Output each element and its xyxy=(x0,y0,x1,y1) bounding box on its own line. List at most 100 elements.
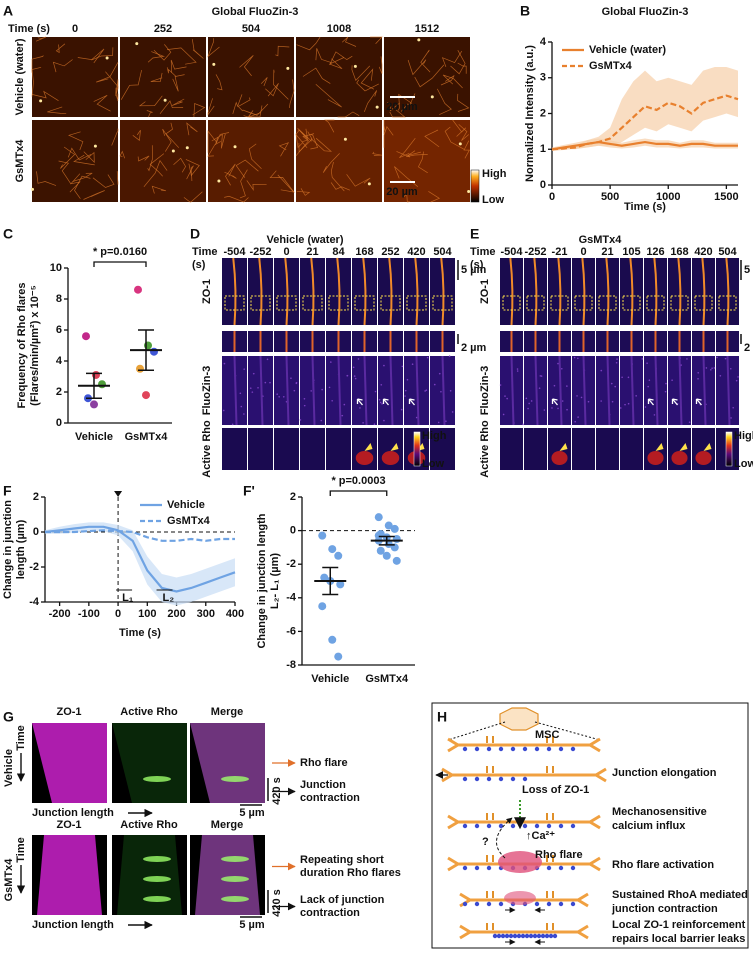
step-label: Junction elongation xyxy=(612,767,717,779)
junction xyxy=(533,257,538,326)
y-tick-label: -4 xyxy=(29,596,40,608)
note: Lack of junction xyxy=(300,894,385,906)
speckle xyxy=(539,375,542,377)
zo1 xyxy=(492,933,498,939)
x-tick-label: 200 xyxy=(167,608,185,620)
cell-edge xyxy=(444,126,465,150)
arrowhead xyxy=(679,443,688,451)
roi-box xyxy=(432,295,453,311)
cell-edge xyxy=(215,132,230,145)
cell-edge xyxy=(414,64,445,88)
row-label: GsMTx4 xyxy=(3,858,15,902)
time-value: -504 xyxy=(500,246,523,258)
speckle xyxy=(648,379,651,382)
legend-label: GsMTx4 xyxy=(167,515,211,527)
time-value: 1008 xyxy=(327,23,351,35)
fluozin-junction xyxy=(337,355,342,426)
speckle xyxy=(732,406,735,409)
cell-edge xyxy=(143,159,168,188)
fluozin-junction xyxy=(726,355,731,426)
roi-box xyxy=(550,295,569,311)
cell-edge xyxy=(269,170,295,193)
data-point xyxy=(328,545,337,554)
junction-layer xyxy=(447,737,601,753)
x-tick-label: GsMTx4 xyxy=(365,673,409,685)
speckle xyxy=(610,382,613,385)
zo1 xyxy=(498,776,504,782)
arrow xyxy=(695,398,702,406)
zo1 xyxy=(528,933,534,939)
data-point xyxy=(320,573,329,582)
fluozin-junction xyxy=(285,355,290,426)
cell-edge xyxy=(60,146,76,169)
zo1 xyxy=(558,746,564,752)
y-axis-label: Frequency of Rho flares xyxy=(16,283,28,409)
feedback-arrow xyxy=(496,817,513,859)
speckle xyxy=(540,375,543,377)
roi-box xyxy=(276,295,297,311)
speckle xyxy=(266,358,269,361)
speckle xyxy=(426,356,429,359)
msc-channel xyxy=(546,855,554,862)
scale-bar-label: 5 µm xyxy=(239,807,265,819)
speckle xyxy=(440,390,442,393)
cell-edge xyxy=(58,160,72,185)
speckle xyxy=(222,409,225,412)
cell-edge xyxy=(302,67,331,84)
data-point xyxy=(336,580,345,589)
x-tick-label: -200 xyxy=(49,608,71,620)
zo1 xyxy=(486,901,492,907)
cell-edge xyxy=(116,171,119,185)
y-axis-label: Change in junction length xyxy=(256,513,268,648)
scale-bar-label: 2 µm xyxy=(744,342,753,354)
y-tick-label: 0 xyxy=(540,179,546,191)
data-point xyxy=(334,551,343,560)
cell-edge xyxy=(398,93,413,111)
row-label: Active Rho xyxy=(479,420,491,478)
axis-label: Junction length xyxy=(32,919,114,931)
annotation: L₂ xyxy=(163,592,175,604)
speckle xyxy=(543,409,546,411)
msc-channel xyxy=(546,736,554,743)
speckle xyxy=(627,376,630,379)
colorbar-high: High xyxy=(734,430,753,442)
fluozin-junction xyxy=(582,355,587,426)
cell-edge xyxy=(296,36,321,51)
bright-spot xyxy=(135,42,139,46)
cell-edge xyxy=(452,119,467,137)
data-point xyxy=(334,652,343,661)
cell-edge xyxy=(330,182,351,191)
model-box xyxy=(431,702,749,949)
junction xyxy=(581,257,586,326)
cell-edge xyxy=(96,62,119,83)
speckle xyxy=(664,390,667,393)
cell-edge xyxy=(424,129,440,148)
fluozin-junction xyxy=(606,355,611,426)
panel-label: F' xyxy=(243,483,255,499)
panel-label: G xyxy=(3,709,14,725)
speckle xyxy=(713,367,716,369)
speckle xyxy=(404,389,407,392)
cell-edge xyxy=(442,74,463,89)
zo1 xyxy=(510,776,516,782)
speckle xyxy=(551,407,553,409)
rho-flare xyxy=(498,851,542,873)
x-tick-label: -100 xyxy=(78,608,100,620)
arrow xyxy=(647,398,654,406)
arrow xyxy=(671,398,678,406)
speckle xyxy=(729,367,732,370)
zo1 xyxy=(462,776,468,782)
speckle xyxy=(425,389,428,391)
cell-edge xyxy=(310,134,319,150)
speckle xyxy=(240,405,243,408)
bright-spot xyxy=(286,66,290,70)
speckle xyxy=(587,400,590,403)
speckle xyxy=(686,358,688,360)
speckle xyxy=(576,395,578,397)
zo1 xyxy=(504,933,510,939)
time-value: -252 xyxy=(524,246,546,258)
zo1 xyxy=(546,823,552,829)
roi-box xyxy=(328,295,349,311)
cell-edge xyxy=(146,110,153,118)
cell-cartoon xyxy=(499,707,539,731)
